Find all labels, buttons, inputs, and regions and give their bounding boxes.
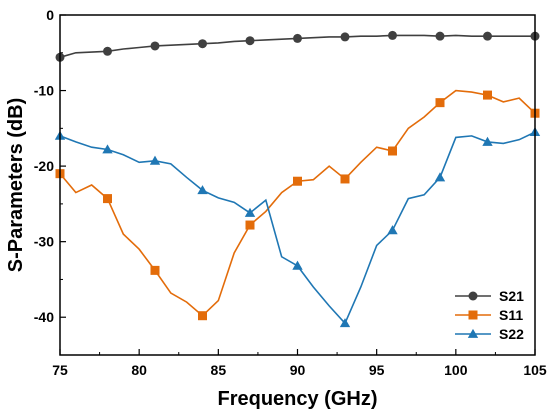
legend-label: S21 [499,288,524,304]
data-point-s11 [245,220,255,230]
y-tick-label: -20 [34,158,54,174]
data-point-s11 [483,90,492,100]
legend-item-s22: S22 [455,326,524,342]
data-point-s21 [340,32,350,42]
series-line-s11 [59,89,536,317]
data-point-s21 [388,30,397,40]
data-point-s22 [197,185,208,195]
y-tick-label: -30 [34,234,54,250]
legend-label: S22 [499,326,524,342]
data-point-s21 [293,33,302,43]
legend-marker [467,328,479,338]
legend-item-s21: S21 [455,288,524,304]
x-tick-label: 85 [211,362,227,378]
data-point-s21 [483,31,492,41]
legend-marker [468,310,478,320]
x-axis-title: Frequency (GHz) [217,388,377,410]
x-tick-label: 105 [523,362,547,378]
series-line-s22 [59,131,536,325]
data-point-s22 [149,155,161,165]
legend-marker [468,291,478,301]
data-point-s21 [150,41,160,51]
data-point-s22 [434,172,446,182]
y-tick-label: 0 [46,7,54,23]
data-point-s22 [387,225,398,235]
x-tick-label: 90 [290,362,306,378]
data-point-s21 [245,36,255,46]
axes-layer: 75 80 85 90 95 100 105 0 -10 -20 -30 -40 [34,7,547,378]
data-point-s11 [198,311,207,321]
y-tick-label: -40 [34,309,54,325]
data-point-s11 [293,176,302,186]
data-point-s11 [103,194,112,204]
series-s22 [54,126,541,328]
data-point-s21 [198,39,207,49]
x-tick-label: 75 [52,362,68,378]
series-layer [54,30,541,328]
series-s21 [55,30,540,62]
x-tick-label: 80 [131,362,147,378]
data-point-s11 [435,98,445,108]
y-tick-label: -10 [34,83,54,99]
data-point-s11 [388,146,397,156]
data-point-s11 [150,265,160,275]
data-point-s22 [339,318,351,328]
data-point-s11 [340,174,350,184]
y-axis-title: S-Parameters (dB) [5,98,27,273]
data-point-s21 [103,46,112,56]
legend: S21 S11 S22 [455,288,524,342]
x-tick-label: 100 [444,362,468,378]
data-point-s22 [102,144,113,154]
data-point-s21 [435,31,445,41]
x-tick-label: 95 [369,362,385,378]
legend-item-s11: S11 [455,307,523,323]
data-point-s22 [292,260,303,270]
data-point-s22 [482,136,493,146]
series-s11 [55,89,540,321]
data-point-s22 [244,207,256,217]
legend-label: S11 [499,307,523,323]
